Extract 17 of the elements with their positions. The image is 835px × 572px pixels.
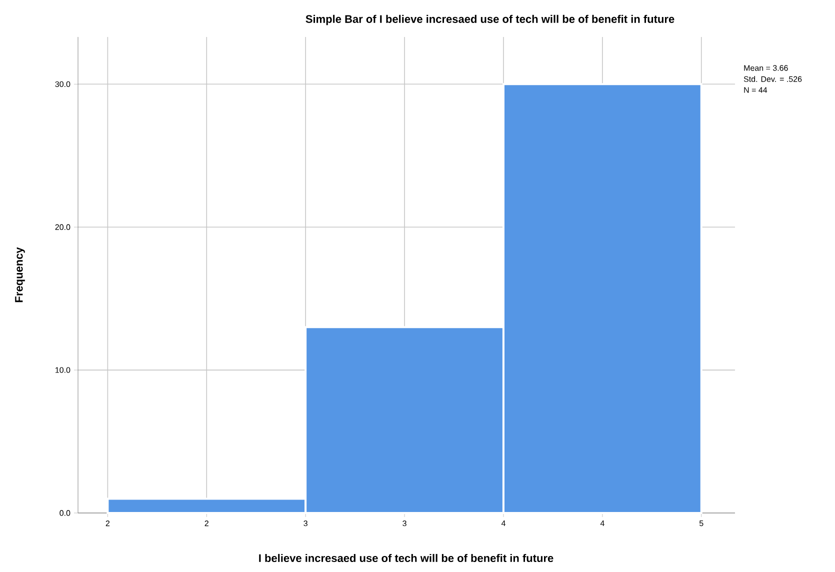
x-tick-label: 3 — [304, 520, 308, 526]
x-tick-label: 5 — [699, 520, 704, 526]
text: N = 44 — [744, 87, 768, 93]
text: Std. Dev. = .526 — [744, 76, 802, 82]
x-tick-label: 4 — [600, 520, 604, 526]
y-axis-title: Frequency — [15, 247, 25, 302]
chart-title: Simple Bar of I believe incresaed use of tech will be of benefit in future — [306, 14, 674, 26]
x-tick-label: 3 — [402, 520, 406, 526]
x-axis-title: I believe incresaed use of tech will be of benefit in future — [259, 554, 554, 562]
x-tick-label: 4 — [501, 520, 506, 526]
y-tick-label: 30.0 — [55, 81, 70, 87]
y-tick-label: 20.0 — [55, 224, 70, 230]
y-tick-label: 0.0 — [60, 510, 70, 516]
x-tick-label: 2 — [204, 520, 208, 526]
x-tick-label: 2 — [106, 520, 110, 526]
y-tick-label: 10.0 — [56, 367, 70, 373]
text: Mean = 3.66 — [744, 65, 788, 71]
